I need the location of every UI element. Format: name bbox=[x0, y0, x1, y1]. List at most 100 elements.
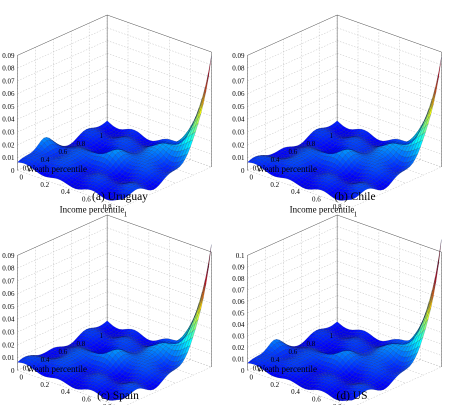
x-tick-label: 0.8 bbox=[306, 140, 315, 148]
grid-line bbox=[337, 117, 442, 155]
grid-line bbox=[17, 27, 108, 69]
grid-line bbox=[337, 27, 442, 65]
x-tick-label: 0.8 bbox=[76, 140, 85, 148]
z-tick-label: 0.04 bbox=[2, 316, 15, 324]
panel-caption: (a) Uruguay bbox=[92, 191, 148, 203]
y-tick-label: 0.2 bbox=[270, 181, 279, 189]
z-tick-label: 0.01 bbox=[232, 154, 245, 162]
grid-line bbox=[247, 117, 338, 158]
grid-line bbox=[247, 237, 338, 279]
z-tick-label: 0.01 bbox=[2, 354, 15, 362]
grid-line bbox=[337, 272, 442, 310]
z-tick-label: 0.02 bbox=[232, 344, 245, 352]
z-tick-label: 0.03 bbox=[2, 329, 15, 337]
z-tick-label: 0.01 bbox=[2, 154, 15, 162]
y-tick-label: 0.4 bbox=[61, 188, 70, 196]
grid-line bbox=[107, 117, 212, 155]
z-tick-label: 0.06 bbox=[232, 298, 245, 306]
grid-line bbox=[337, 237, 442, 276]
z-tick-label: 0.01 bbox=[232, 355, 245, 363]
z-tick-label: 0.06 bbox=[2, 290, 15, 298]
grid-line bbox=[337, 249, 442, 287]
grid-line bbox=[337, 226, 442, 264]
grid-line bbox=[337, 78, 442, 117]
z-tick-label: 0.04 bbox=[232, 116, 245, 124]
surface-panel-2: 00.010.020.030.040.050.060.070.080.090.2… bbox=[232, 14, 442, 218]
grid-line bbox=[247, 283, 338, 325]
z-tick-label: 0.06 bbox=[2, 90, 15, 98]
x-tick-label: 1 bbox=[100, 132, 104, 140]
z-tick-label: 0.08 bbox=[2, 65, 15, 73]
x-tick-label: 1 bbox=[100, 332, 104, 340]
grid-line bbox=[107, 27, 212, 65]
y-tick-label: 0.6 bbox=[82, 396, 91, 404]
x-axis-label: Weath percentile bbox=[27, 364, 88, 374]
y-tick-label: 0.2 bbox=[40, 181, 49, 189]
grid-line bbox=[17, 91, 108, 133]
grid-line bbox=[107, 53, 212, 91]
x-tick-label: 0.6 bbox=[59, 348, 68, 356]
y-tick-label: 0 bbox=[19, 373, 23, 381]
surface-panel-4: 00.010.020.030.040.050.060.070.080.090.1… bbox=[232, 214, 442, 405]
x-tick-label: 0.6 bbox=[289, 348, 298, 356]
z-tick-label: 0.09 bbox=[2, 252, 15, 260]
grid-line bbox=[247, 65, 338, 107]
x-tick-label: 1 bbox=[330, 132, 334, 140]
y-tick-label: 0.2 bbox=[40, 381, 49, 389]
grid-line bbox=[247, 40, 338, 82]
x-axis-label: Weath percentile bbox=[257, 164, 318, 174]
z-tick-label: 0.09 bbox=[232, 52, 245, 60]
panel-caption: (d) US bbox=[337, 390, 368, 402]
grid-line bbox=[17, 227, 108, 269]
z-tick-label: 0.05 bbox=[232, 309, 245, 317]
grid-line bbox=[17, 253, 108, 294]
grid-line bbox=[107, 78, 212, 117]
z-tick-label: 0.1 bbox=[236, 252, 245, 260]
grid-line bbox=[247, 104, 338, 145]
z-tick-label: 0.05 bbox=[2, 303, 15, 311]
y-tick-label: 0.8 bbox=[103, 203, 112, 211]
y-tick-label: 0.4 bbox=[291, 188, 300, 196]
grid-line bbox=[107, 40, 212, 78]
grid-line bbox=[247, 226, 338, 268]
z-tick-label: 0.07 bbox=[2, 77, 15, 85]
z-tick-label: 0.03 bbox=[232, 332, 245, 340]
grid-line bbox=[247, 249, 338, 291]
grid-line bbox=[17, 170, 122, 208]
grid-line bbox=[337, 104, 442, 142]
grid-line bbox=[351, 166, 442, 208]
z-tick-label: 0 bbox=[11, 367, 15, 375]
z-tick-label: 0.08 bbox=[232, 275, 245, 283]
x-tick-label: 0.6 bbox=[59, 148, 68, 156]
x-tick-label: 0.6 bbox=[289, 148, 298, 156]
grid-line bbox=[337, 91, 442, 129]
x-axis-label: Weath percentile bbox=[27, 164, 88, 174]
surface-panel-1: 00.010.020.030.040.050.060.070.080.090.2… bbox=[2, 14, 212, 218]
grid-line bbox=[337, 65, 442, 104]
surface-mesh bbox=[17, 244, 212, 401]
grid-line bbox=[17, 265, 108, 307]
y-tick-label: 0.6 bbox=[82, 196, 91, 204]
z-tick-label: 0.02 bbox=[232, 141, 245, 149]
grid-line bbox=[17, 78, 108, 120]
grid-line bbox=[247, 91, 338, 133]
x-tick-label: 0.2 bbox=[23, 164, 32, 172]
grid-line bbox=[107, 104, 212, 142]
y-tick-label: 0 bbox=[19, 173, 23, 181]
x-tick-label: 0.4 bbox=[271, 356, 280, 364]
surface-panel-3: 00.010.020.030.040.050.060.070.080.090.2… bbox=[2, 214, 212, 405]
z-tick-label: 0.09 bbox=[2, 52, 15, 60]
grid-line bbox=[247, 53, 338, 94]
z-tick-label: 0.08 bbox=[232, 65, 245, 73]
z-tick-label: 0.07 bbox=[232, 77, 245, 85]
grid-line bbox=[247, 170, 352, 208]
grid-line bbox=[17, 291, 108, 333]
panel-caption: (b) Chile bbox=[334, 191, 375, 203]
z-tick-label: 0 bbox=[241, 167, 245, 175]
grid-line bbox=[17, 65, 108, 107]
y-tick-label: 0.6 bbox=[312, 196, 321, 204]
grid-line bbox=[247, 272, 338, 314]
grid-line bbox=[247, 260, 338, 302]
z-tick-label: 0.07 bbox=[232, 286, 245, 294]
